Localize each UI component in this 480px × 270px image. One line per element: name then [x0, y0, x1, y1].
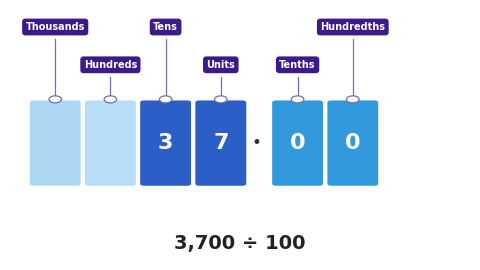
Circle shape [215, 96, 227, 103]
FancyBboxPatch shape [30, 100, 81, 186]
Text: Hundredths: Hundredths [320, 22, 385, 32]
Text: Units: Units [206, 60, 235, 70]
Text: Thousands: Thousands [25, 22, 85, 32]
Text: 0: 0 [290, 133, 305, 153]
FancyBboxPatch shape [195, 100, 246, 186]
FancyBboxPatch shape [85, 100, 136, 186]
FancyBboxPatch shape [140, 100, 191, 186]
Text: 7: 7 [213, 133, 228, 153]
Text: Tenths: Tenths [279, 60, 316, 70]
Text: Tens: Tens [153, 22, 178, 32]
Text: 3: 3 [158, 133, 173, 153]
Circle shape [104, 96, 117, 103]
Circle shape [159, 96, 172, 103]
Text: 0: 0 [345, 133, 360, 153]
Text: Hundreds: Hundreds [84, 60, 137, 70]
Text: 3,700 ÷ 100: 3,700 ÷ 100 [174, 234, 306, 252]
Text: •: • [252, 134, 261, 152]
FancyBboxPatch shape [327, 100, 378, 186]
Circle shape [49, 96, 61, 103]
Circle shape [347, 96, 359, 103]
FancyBboxPatch shape [272, 100, 323, 186]
Circle shape [291, 96, 304, 103]
